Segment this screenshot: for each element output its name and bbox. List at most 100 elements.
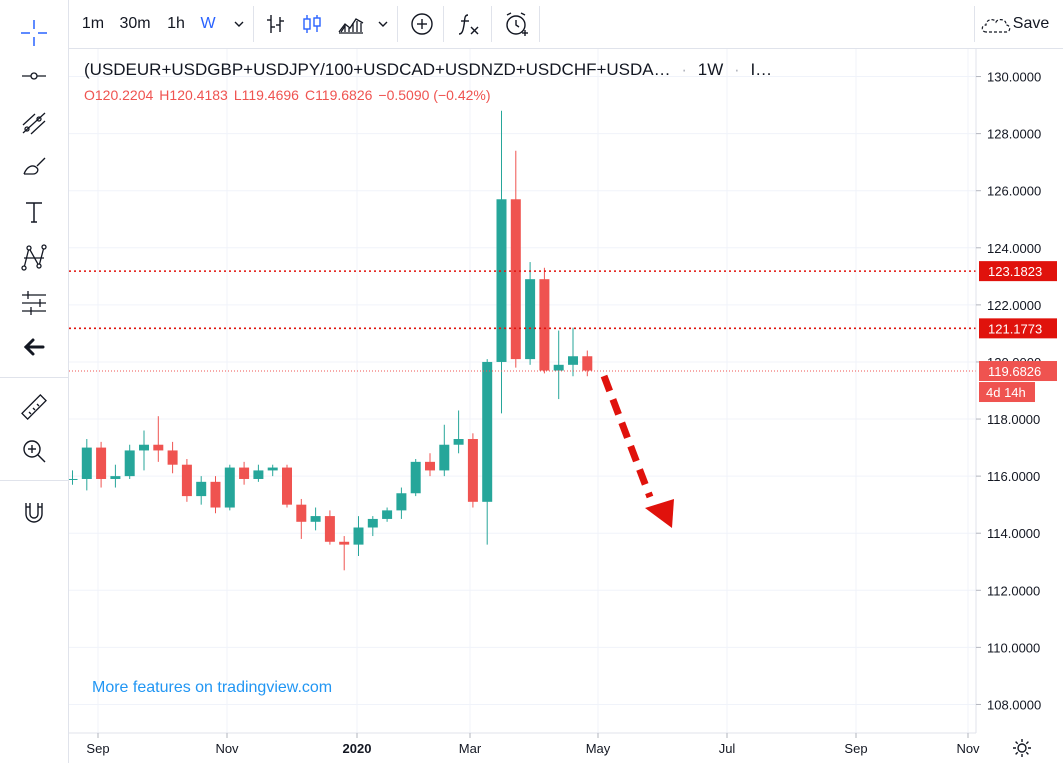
candle-body (553, 364, 564, 371)
forecast-arrow-head (645, 499, 674, 528)
candle (81, 439, 92, 491)
candle (453, 410, 464, 454)
y-tick-label: 110.0000 (987, 640, 1040, 655)
symbol-name[interactable]: (USDEUR+USDGBP+USDJPY/100+USDCAD+USDNZD+… (84, 60, 671, 79)
x-tick-label: May (586, 741, 611, 756)
chevron-down-icon[interactable] (227, 0, 251, 48)
candle-body (282, 467, 292, 505)
candle (310, 507, 321, 531)
candle (539, 267, 550, 374)
crosshair-icon[interactable] (14, 16, 54, 50)
prediction-icon[interactable] (14, 285, 54, 319)
candle (496, 110, 507, 414)
candle (167, 441, 178, 474)
area-style-icon[interactable] (335, 0, 367, 48)
candle (525, 262, 536, 365)
candle (439, 424, 450, 477)
indicators-fx-icon[interactable] (453, 0, 485, 48)
candle-body (510, 199, 521, 360)
interval-30m-button[interactable]: 30m (119, 15, 151, 32)
zoom-in-icon[interactable] (14, 434, 54, 468)
candle-body (467, 439, 478, 502)
trend-line-icon[interactable] (14, 59, 54, 93)
candle (324, 510, 335, 545)
candle-body (110, 476, 121, 479)
bars-style-icon[interactable] (261, 0, 291, 48)
candle (181, 459, 192, 502)
candle (139, 430, 149, 471)
ohlc-values: O120.2204 H120.4183 L119.4696 C119.6826 −0.5… (84, 87, 497, 103)
y-tick-label: 108.0000 (987, 697, 1041, 712)
x-tick-label: 2020 (343, 741, 372, 756)
cloud-icon[interactable] (979, 0, 1013, 48)
top-toolbar: 1m 30m 1h W Save (69, 0, 1063, 49)
change-value: −0.5090 (−0.42%) (378, 87, 491, 103)
candle-body (310, 516, 321, 522)
text-tool-icon[interactable] (14, 195, 54, 229)
low-value: L119.4696 (233, 87, 299, 103)
countdown-tag-label: 4d 14h (986, 385, 1026, 400)
series-legend[interactable]: (USDEUR+USDGBP+USDJPY/100+USDCAD+USDNZD+… (84, 60, 773, 79)
ruler-icon[interactable] (14, 390, 54, 424)
price-line-tag: 121.1773 (979, 318, 1057, 339)
candle-body (167, 450, 178, 465)
price-line-tag: 123.1823 (979, 261, 1057, 282)
fib-retracement-icon[interactable] (14, 105, 54, 139)
y-tick-label: 112.0000 (987, 583, 1040, 598)
candle (382, 507, 393, 522)
y-tick-label: 128.0000 (987, 127, 1041, 142)
legend-extra: I… (750, 60, 773, 79)
back-arrow-icon[interactable] (14, 330, 54, 364)
candle (510, 150, 521, 368)
candle (110, 464, 121, 488)
last-price-tag-bg (979, 361, 1057, 382)
price-axis[interactable]: 108.0000 110.0000 112.0000 114.0000 116.0000… (976, 70, 1041, 713)
candle (553, 330, 564, 400)
candle-body (196, 481, 207, 497)
interval-1m-button[interactable]: 1m (81, 15, 105, 32)
last-price-tag: 119.6826 4d 14h (979, 361, 1057, 403)
alert-clock-icon[interactable] (499, 0, 535, 48)
candle-body (568, 356, 578, 365)
candle-body (582, 356, 593, 371)
candle-body (410, 461, 421, 494)
chevron-down-icon[interactable] (371, 0, 395, 48)
price-tag-bg (979, 318, 1057, 339)
gear-icon[interactable] (1010, 736, 1034, 760)
price-tag-label: 121.1773 (988, 321, 1042, 336)
y-tick-label: 126.0000 (987, 184, 1041, 199)
legend-interval: 1W (697, 60, 724, 79)
candle-body (496, 199, 507, 362)
save-button[interactable]: Save (1012, 15, 1050, 32)
pattern-icon[interactable] (14, 240, 54, 274)
interval-1h-button[interactable]: 1h (167, 15, 185, 32)
magnet-icon[interactable] (14, 495, 54, 529)
tradingview-link[interactable]: More features on tradingview.com (92, 679, 333, 696)
candle-body (339, 541, 350, 545)
candle (253, 464, 264, 482)
candle-body (482, 361, 493, 502)
y-tick-label: 116.0000 (987, 469, 1040, 484)
candle-body (367, 518, 378, 528)
time-axis[interactable]: Sep Nov 2020 Mar May Jul Sep Nov (86, 733, 980, 756)
candle-body (425, 461, 435, 471)
candle-body (67, 478, 78, 480)
compare-add-icon[interactable] (405, 0, 439, 48)
interval-w-button[interactable]: W (200, 15, 216, 32)
candle (296, 498, 307, 539)
candle-body (353, 527, 364, 545)
candle (210, 476, 221, 514)
open-value: O120.2204 (84, 87, 154, 103)
candle-body (396, 493, 407, 511)
brush-icon[interactable] (14, 150, 54, 184)
candle (367, 516, 378, 537)
candle-body (124, 450, 135, 477)
drawing-toolbar (0, 0, 69, 763)
candle-body (153, 444, 164, 451)
price-tag-bg (979, 261, 1057, 282)
last-price-tag-label: 119.6826 (988, 364, 1041, 379)
candles-style-icon[interactable] (297, 0, 327, 48)
y-tick-label: 118.0000 (987, 412, 1040, 427)
price-tag-label: 123.1823 (988, 264, 1042, 279)
